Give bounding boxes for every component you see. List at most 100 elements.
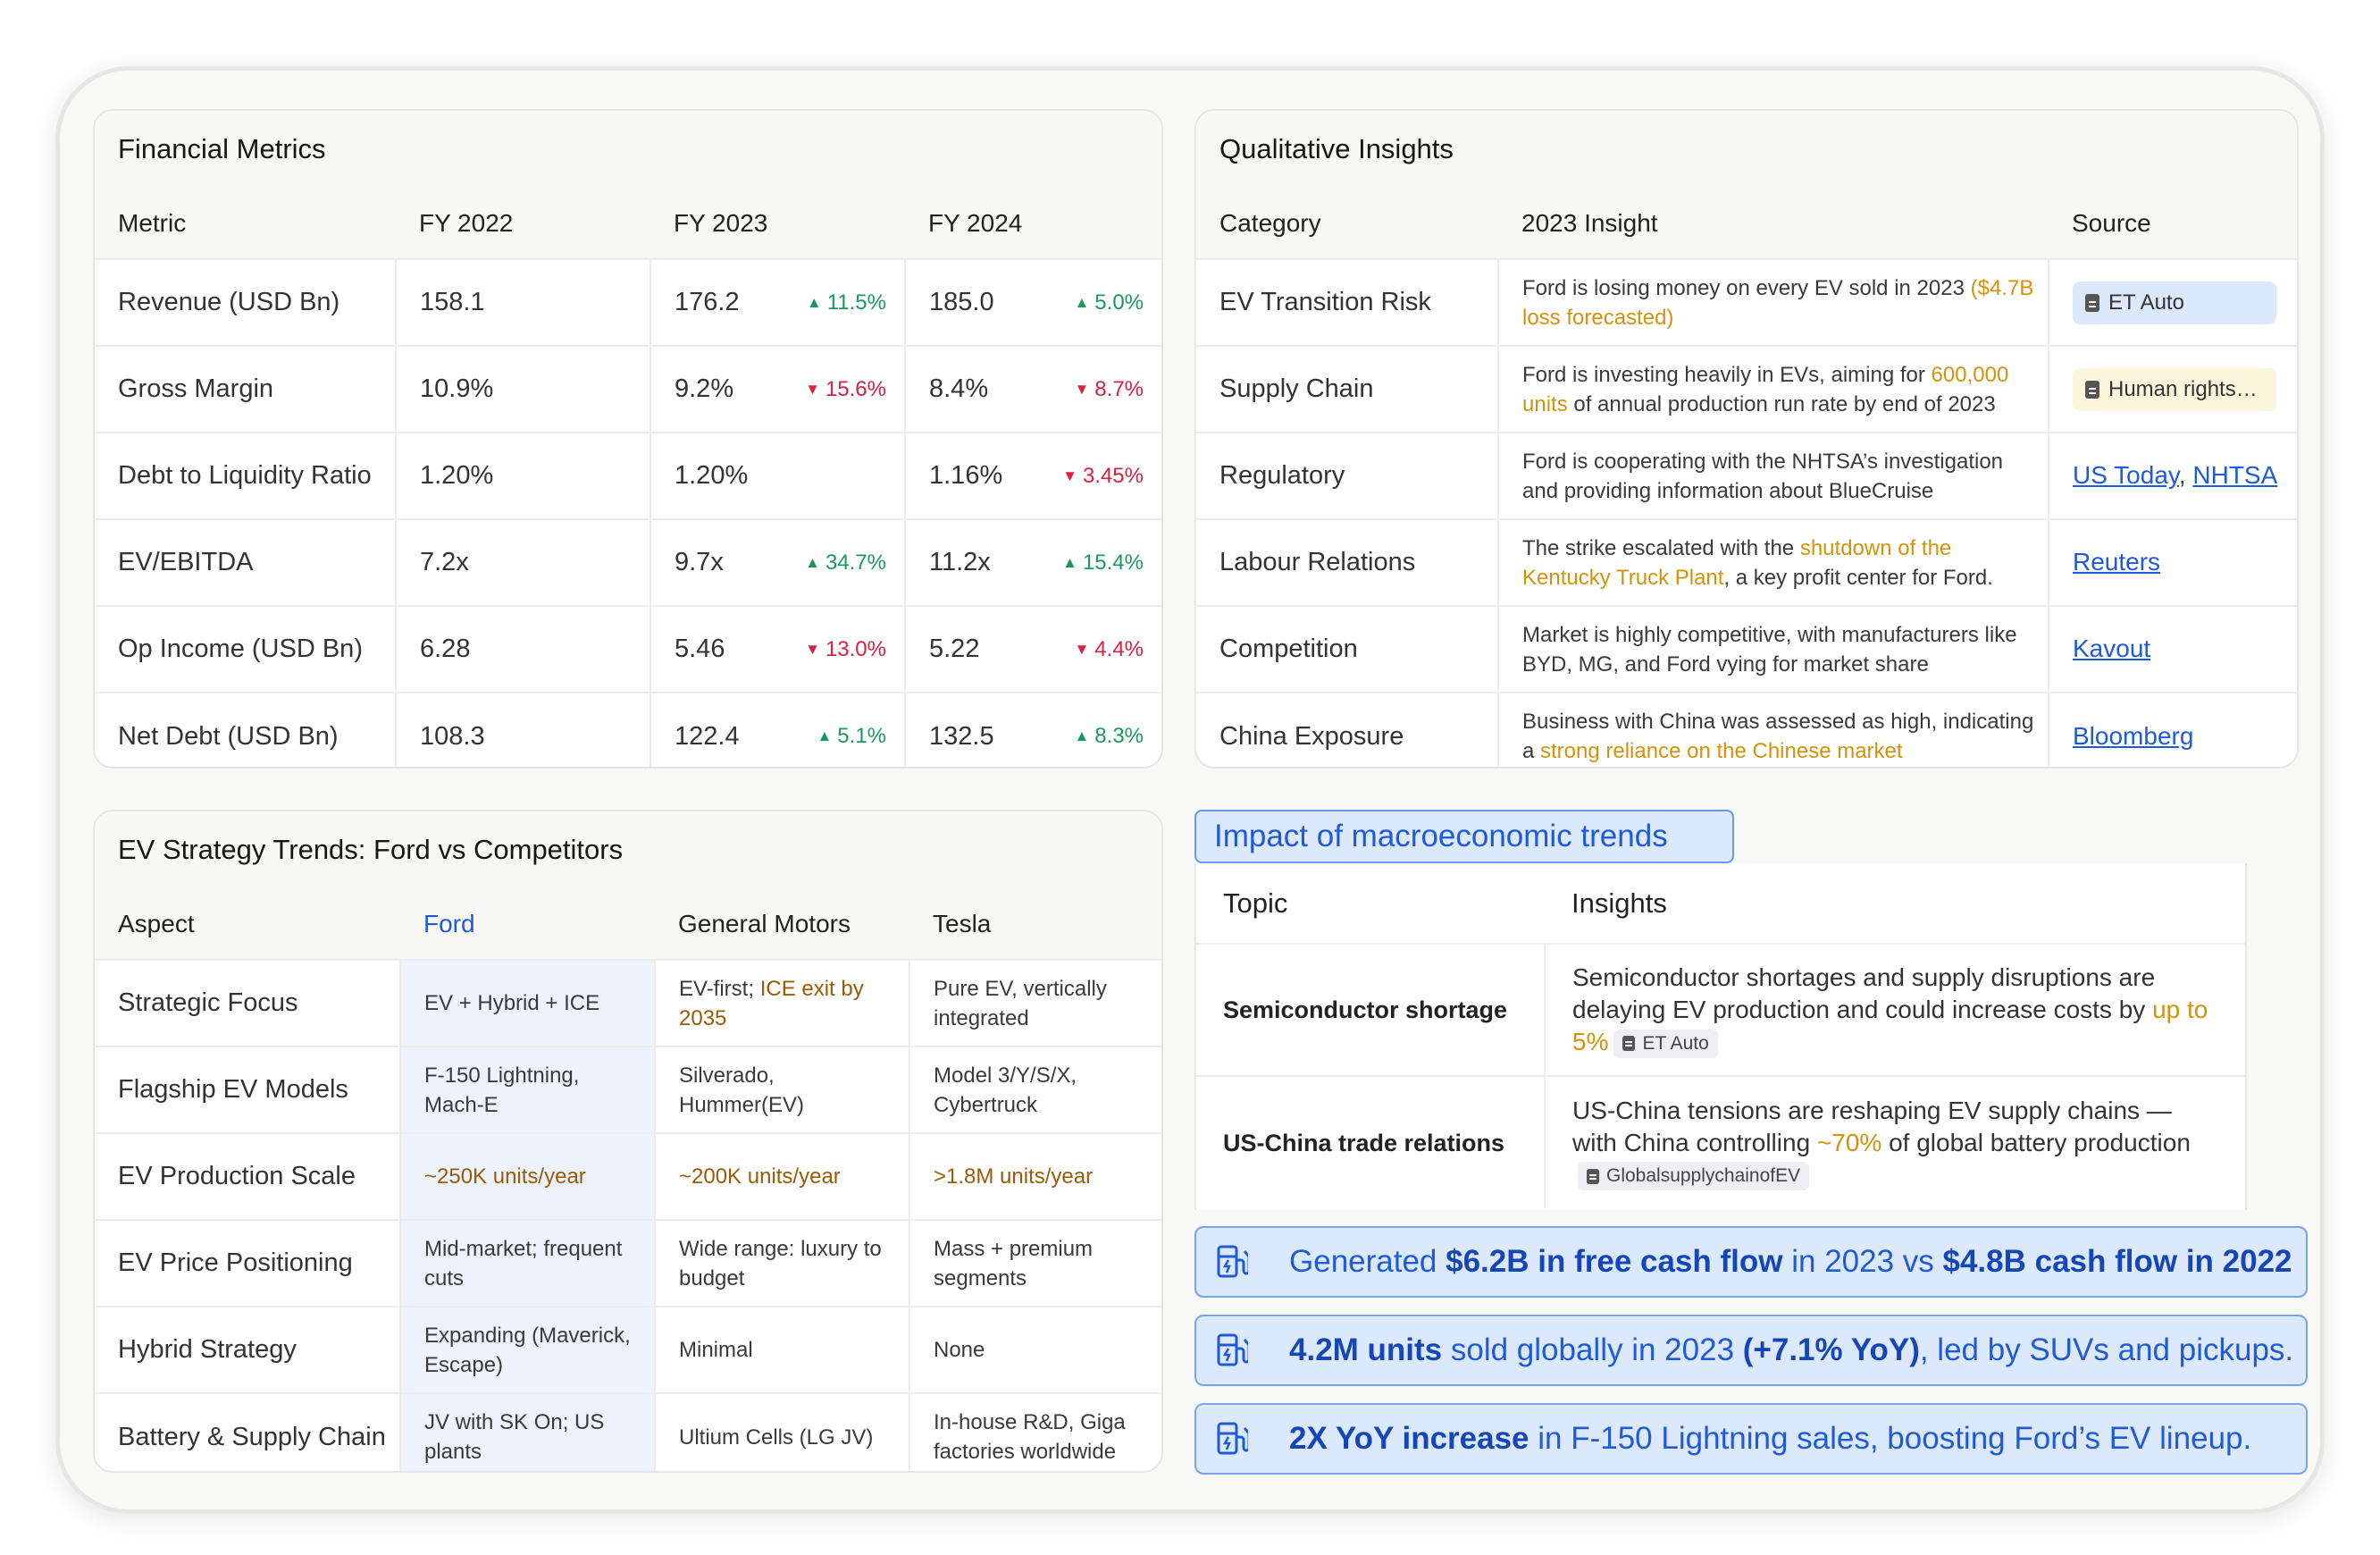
triangle-down-icon: ▼ [1074,640,1090,658]
insight-text: US-China tensions are reshaping EV suppl… [1544,1075,2245,1208]
fy2022-value: 10.9% [395,345,650,433]
ford-value: Mid-market; frequent cuts [424,1236,623,1290]
ford-cell: F-150 Lightning, Mach-E [399,1046,655,1133]
fy23-cell: 5.46 ▼ 13.0% [649,605,905,693]
ev-strategy-card: EV Strategy Trends: Ford vs Competitors … [93,810,1163,1473]
table-row: Net Debt (USD Bn) 108.3 122.4 ▲ 5.1% 132.5 ▲ 8.… [95,692,1161,767]
source-name: ET Auto [1642,1032,1709,1054]
table-row: Flagship EV Models F-150 Lightning, Mach-… [95,1046,1161,1133]
change-percent: 11.5% [826,290,886,315]
aspect: Hybrid Strategy [95,1306,400,1393]
banner-text: 2X YoY increase in F-150 Lightning sales… [1289,1421,2251,1457]
financial-metrics-card: Financial Metrics Metric FY 2022 FY 2023… [93,109,1163,769]
table-row: US-China trade relations US-China tension… [1196,1075,2245,1208]
fy24-value: 1.16% [929,461,1003,490]
insight-highlight: strong reliance on the Chinese market [1540,739,1903,763]
change-percent: 15.4% [1082,550,1144,575]
insight-highlight: shutdown of the Kentucky Truck Plant [1522,535,1952,590]
source-cell: Bloomberg [2048,692,2297,767]
insight-part: Ford is investing heavily in EVs, aiming… [1522,362,1932,387]
source-link[interactable]: US Today [2073,461,2179,489]
document-icon [2085,293,2099,312]
gm-cell: EV-first; ICE exit by 2035 [654,959,909,1046]
fy23-value: 5.46 [675,635,725,663]
change-indicator: ▲ 8.3% [1074,724,1144,749]
gm-value: EV-first; [679,976,760,1001]
triangle-down-icon: ▼ [805,640,820,658]
insight-part: The strike escalated with the [1522,535,1800,560]
category: Competition [1196,605,1498,693]
source-link[interactable]: NHTSA [2192,461,2278,489]
banner-text: Generated $6.2B in free cash flow in 202… [1289,1244,2292,1280]
category: Regulatory [1196,432,1498,519]
col-header-gm: General Motors [655,888,909,960]
insight-part: US-China tensions are reshaping EV suppl… [1572,1096,2172,1156]
table-row: Battery & Supply Chain JV with SK On; US … [95,1392,1161,1471]
source-badge[interactable]: ET Auto [1613,1029,1718,1058]
macro-trends-card: Topic Insights Semiconductor shortage Sem… [1194,863,2247,1210]
table-row: Labour Relations The strike escalated wit… [1196,518,2297,606]
table-row: Gross Margin 10.9% 9.2% ▼ 15.6% 8.4% ▼ 8.7% [95,345,1161,433]
change-indicator: ▲ 11.5% [807,290,886,315]
col-header-insight: 2023 Insight [1498,188,2049,259]
source-tag[interactable]: Human rights… [2073,367,2276,411]
fy24-value: 11.2x [929,548,991,576]
source-link[interactable]: Kavout [2073,635,2151,662]
fy2022-value: 1.20% [395,432,650,519]
qualitative-insights-card: Qualitative Insights Category 2023 Insig… [1194,109,2299,769]
triangle-up-icon: ▲ [1074,727,1090,744]
gm-cell: ~200K units/year [654,1132,909,1220]
metric-name: EV/EBITDA [95,518,396,606]
tesla-cell: Pure EV, vertically integrated [909,959,1161,1046]
source-cell: Human rights… [2048,345,2297,433]
tesla-cell: In-house R&D, Giga factories worldwide [909,1392,1161,1471]
insight-part: Market is highly competitive, with manuf… [1522,622,2017,677]
triangle-up-icon: ▲ [805,553,820,571]
fy23-cell: 122.4 ▲ 5.1% [649,692,905,767]
gm-cell: Minimal [654,1306,909,1393]
banner-emphasis: 2X YoY increase [1289,1421,1529,1456]
fy24-cell: 11.2x ▲ 15.4% [904,518,1161,606]
fy2022-value: 158.1 [395,258,650,346]
col-header-tesla: Tesla [909,888,1161,960]
source-name: GlobalsupplychainofEV [1606,1165,1801,1187]
source-link[interactable]: Reuters [2073,548,2161,576]
banner-part: in 2023 vs [1782,1244,1943,1279]
fy23-cell: 9.7x ▲ 34.7% [649,518,905,606]
change-percent: 4.4% [1094,636,1144,661]
macro-trends-table: Topic Insights Semiconductor shortage Sem… [1196,863,2245,1208]
change-indicator: ▼ 13.0% [805,637,886,662]
triangle-up-icon: ▲ [1074,293,1090,311]
source-badge[interactable]: GlobalsupplychainofEV [1578,1162,1810,1191]
triangle-up-icon: ▲ [806,293,822,311]
gm-highlight: ICE exit by 2035 [679,976,864,1030]
insight-highlight: 600,000 units [1522,362,2009,416]
table-row: EV Production Scale ~250K units/year ~200K… [95,1132,1161,1220]
ford-value: JV with SK On; US plants [424,1410,605,1464]
document-icon [1622,1036,1636,1052]
source-tag[interactable]: ET Auto [2073,281,2276,324]
fy24-value: 132.5 [929,721,994,751]
tesla-cell: Model 3/Y/S/X, Cybertruck [909,1046,1161,1133]
ford-cell: JV with SK On; US plants [399,1392,655,1471]
gm-cell: Silverado, Hummer(EV) [654,1046,909,1133]
banner-part: in F-150 Lightning sales, boosting Ford’… [1529,1421,2252,1456]
change-indicator: ▼ 15.6% [805,377,886,402]
source-link[interactable]: Bloomberg [2073,721,2194,750]
insight-part: , a key profit center for Ford. [1723,565,1993,590]
ev-strategy-title: EV Strategy Trends: Ford vs Competitors [95,811,1161,888]
source-name: Human rights… [2108,376,2258,401]
aspect: EV Production Scale [95,1132,400,1220]
banner-emphasis: (+7.1% YoY) [1742,1332,1920,1367]
category: China Exposure [1196,692,1498,767]
banner-emphasis: $4.8B cash flow in 2022 [1942,1244,2292,1279]
ford-value: ~250K units/year [424,1164,586,1189]
col-header-category: Category [1196,188,1498,259]
table-row: Revenue (USD Bn) 158.1 176.2 ▲ 11.5% 185.0 ▲ 5.… [95,258,1161,346]
fy2022-value: 6.28 [395,605,650,693]
table-row: Debt to Liquidity Ratio 1.20% 1.20% 1.16% ▼ 3… [95,432,1161,519]
insight-text: Ford is losing money on every EV sold in… [1497,258,2049,346]
source-cell: Kavout [2048,605,2297,693]
gm-value: Minimal [679,1338,753,1362]
fy24-cell: 132.5 ▲ 8.3% [904,692,1161,767]
